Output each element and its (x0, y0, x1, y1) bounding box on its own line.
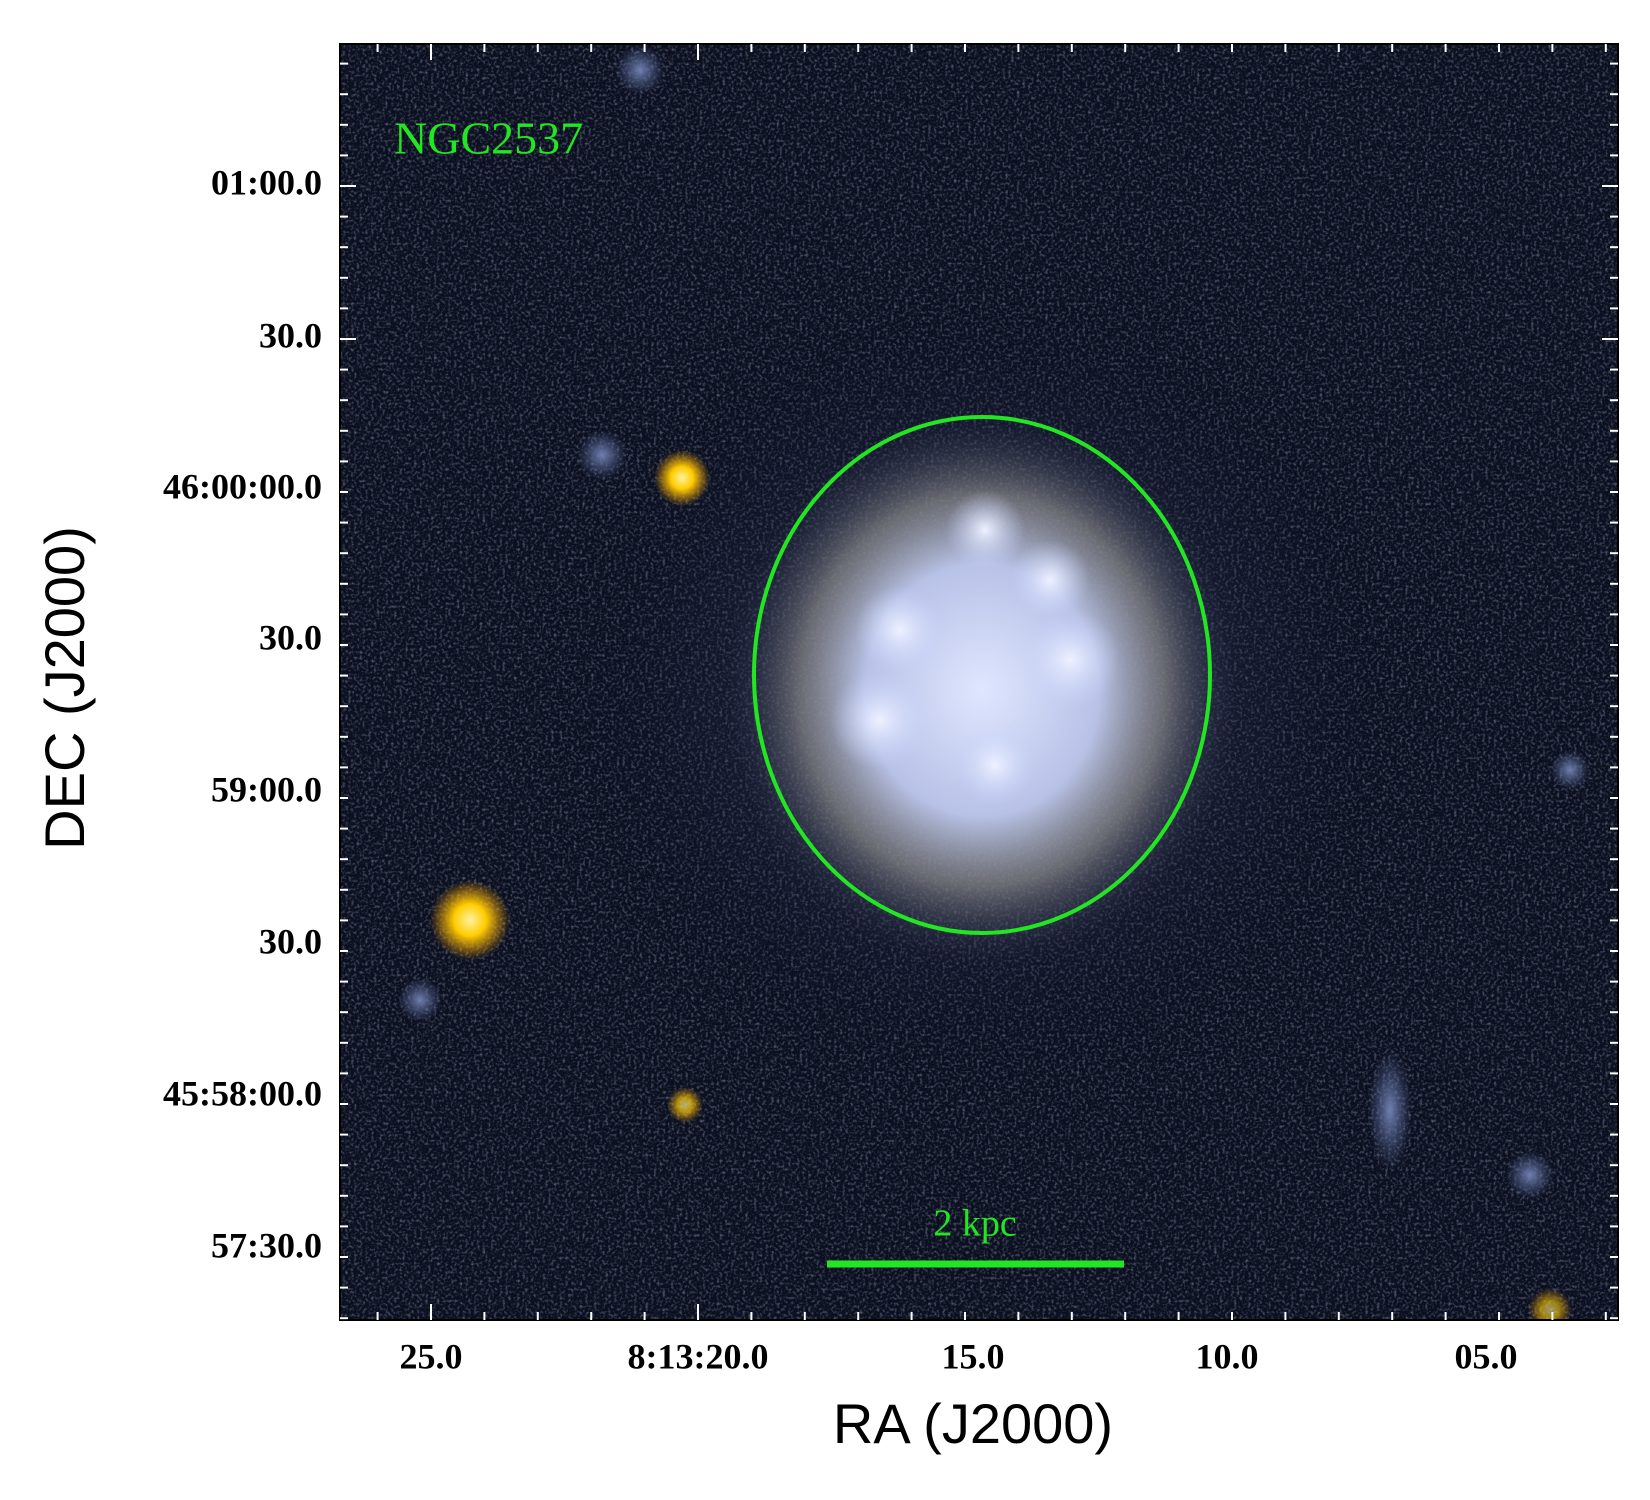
x-tick-label: 25.0 (400, 1336, 463, 1376)
y-tick-label: 59:00.0 (211, 769, 322, 809)
y-tick-label: 30.0 (259, 617, 322, 657)
aperture-ellipse (752, 415, 1212, 935)
y-axis-label: DEC (J2000) (33, 526, 96, 850)
y-tick-label: 01:00.0 (211, 162, 322, 202)
x-tick-label: 15.0 (942, 1336, 1005, 1376)
x-axis-label: RA (J2000) (833, 1392, 1113, 1455)
x-tick-label: 8:13:20.0 (628, 1336, 769, 1376)
x-tick-label: 10.0 (1196, 1336, 1259, 1376)
y-tick-label: 30.0 (259, 921, 322, 961)
y-tick-label: 46:00:00.0 (163, 466, 322, 506)
object-label: NGC2537 (394, 113, 583, 164)
x-tick-label: 05.0 (1455, 1336, 1518, 1376)
sky-image (340, 44, 1618, 1320)
y-tick-label: 30.0 (259, 315, 322, 355)
plot-frame (339, 43, 1619, 1321)
y-tick-label: 45:58:00.0 (163, 1073, 322, 1113)
frame-ticks (340, 44, 1618, 1320)
scale-bar-label: 2 kpc (933, 1203, 1016, 1245)
y-tick-label: 57:30.0 (211, 1225, 322, 1265)
